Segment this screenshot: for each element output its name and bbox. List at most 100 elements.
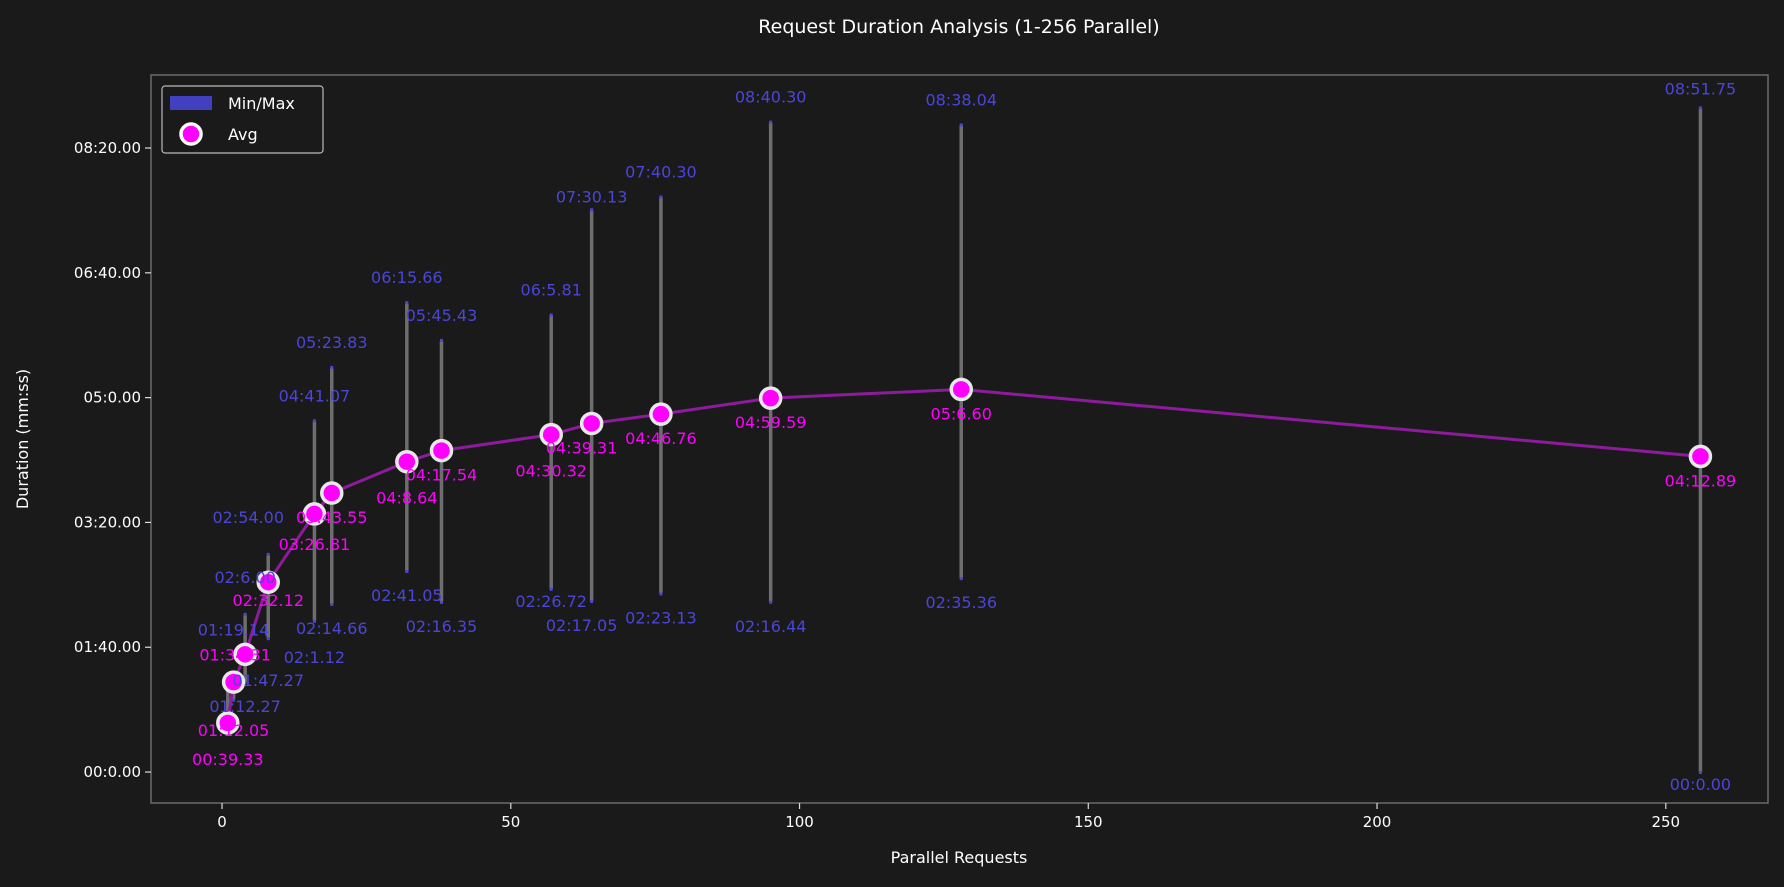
max-label: 07:30.13 (556, 187, 628, 206)
y-tick-label: 05:0.00 (83, 389, 141, 407)
min-cap (549, 587, 553, 591)
x-tick-label: 50 (501, 813, 520, 831)
max-cap (312, 419, 316, 423)
y-tick-label: 01:40.00 (74, 638, 141, 656)
min-cap (1698, 771, 1702, 775)
y-tick-label: 06:40.00 (74, 264, 141, 282)
x-axis: 0 50 100 150 200 250 (217, 803, 1680, 831)
min-cap (266, 637, 270, 641)
avg-trend-line (226, 387, 1701, 724)
avg-marker (256, 570, 280, 594)
legend-minmax-label: Min/Max (228, 94, 295, 113)
min-label: 02:41.05 (371, 586, 443, 605)
min-label: 02:14.66 (296, 619, 368, 638)
x-axis-label: Parallel Requests (891, 848, 1028, 867)
legend-avg-label: Avg (228, 125, 258, 144)
avg-marker (302, 502, 327, 526)
max-label: 04:41.07 (279, 386, 351, 405)
min-label: 02:26.72 (515, 592, 587, 611)
x-tick-label: 100 (785, 813, 814, 831)
min-cap (232, 698, 236, 702)
max-cap (405, 301, 409, 305)
legend-avg-marker (179, 122, 203, 146)
y-tick-label: 08:20.00 (74, 139, 141, 157)
min-label: 00:0.00 (1670, 775, 1731, 794)
max-cap (1698, 106, 1702, 110)
min-cap (590, 599, 594, 603)
min-cap (959, 577, 963, 581)
avg-label: 04:12.89 (1665, 471, 1737, 490)
min-cap (405, 570, 409, 574)
avg-label: 01:34.31 (199, 645, 271, 664)
min-label: 02:16.35 (406, 617, 478, 636)
series-layer (216, 106, 1713, 775)
max-cap (769, 120, 773, 124)
max-cap (659, 195, 663, 199)
max-label: 01:19.14 (198, 620, 270, 639)
legend: Min/Max Avg (161, 85, 324, 154)
avg-label: 04:39.31 (546, 438, 618, 457)
avg-marker (539, 422, 563, 447)
min-cap (330, 602, 334, 606)
min-cap (769, 600, 773, 604)
max-cap (330, 365, 334, 369)
max-label: 08:40.30 (735, 88, 807, 107)
min-label: 01:12.27 (209, 697, 281, 716)
avg-marker (320, 481, 344, 505)
avg-label: 04:59.59 (735, 413, 807, 432)
min-cap (659, 592, 663, 596)
min-label: 02:16.44 (735, 617, 807, 636)
max-cap (439, 338, 443, 342)
y-tick-label: 03:20.00 (74, 513, 141, 531)
max-cap (266, 552, 270, 556)
x-tick-label: 0 (217, 813, 227, 831)
max-label: 05:23.83 (296, 333, 368, 352)
max-label: 08:51.75 (1665, 79, 1737, 98)
y-axis: 00:0.00 01:40.00 03:20.00 05:0.00 06:40.00 08… (74, 139, 151, 781)
max-label: 08:38.04 (925, 90, 997, 109)
value-labels-layer: 08:51.75 04:12.89 00:0.00 08:38.04 05:6.60 02… (192, 79, 1736, 794)
max-cap (590, 208, 594, 212)
avg-label: 04:46.76 (625, 429, 697, 448)
legend-minmax-patch (170, 96, 212, 110)
avg-marker (429, 438, 454, 463)
avg-label: 04:8.64 (376, 489, 437, 508)
max-cap (243, 612, 247, 616)
x-tick-label: 150 (1074, 813, 1103, 831)
avg-marker (649, 402, 673, 426)
max-label: 07:40.30 (625, 163, 697, 182)
min-label: 01:47.27 (232, 671, 304, 690)
max-label: 06:5.81 (521, 280, 582, 299)
max-label: 05:45.43 (406, 306, 478, 325)
avg-label: 04:17.54 (406, 466, 478, 485)
max-label: 06:15.66 (371, 268, 443, 287)
max-label: 02:54.00 (212, 508, 284, 527)
avg-label: 01:12.05 (198, 721, 270, 740)
avg-marker (1688, 444, 1713, 469)
min-label: 02:35.36 (925, 593, 997, 612)
y-axis-label: Duration (mm:ss) (13, 369, 32, 509)
avg-label: 00:39.33 (192, 750, 264, 769)
max-cap (959, 123, 963, 127)
avg-marker (221, 670, 246, 694)
avg-marker (949, 377, 973, 402)
max-label: 02:6.00 (214, 568, 275, 587)
avg-marker (216, 711, 240, 735)
min-cap (439, 600, 443, 604)
avg-label: 05:6.60 (931, 404, 992, 423)
avg-marker (395, 449, 419, 474)
min-label: 02:23.13 (625, 608, 697, 627)
min-label: 02:17.05 (546, 616, 618, 635)
min-cap (312, 619, 316, 623)
avg-marker (758, 386, 783, 410)
x-tick-label: 250 (1651, 813, 1680, 831)
avg-label: 04:30.32 (515, 462, 587, 481)
max-cap (549, 313, 553, 317)
chart-title: Request Duration Analysis (1-256 Paralle… (758, 16, 1159, 38)
avg-label: 03:26.81 (279, 535, 351, 554)
x-tick-label: 200 (1363, 813, 1392, 831)
avg-label: 02:32.12 (232, 591, 304, 610)
y-tick-label: 00:0.00 (83, 763, 141, 781)
avg-marker (579, 411, 604, 436)
